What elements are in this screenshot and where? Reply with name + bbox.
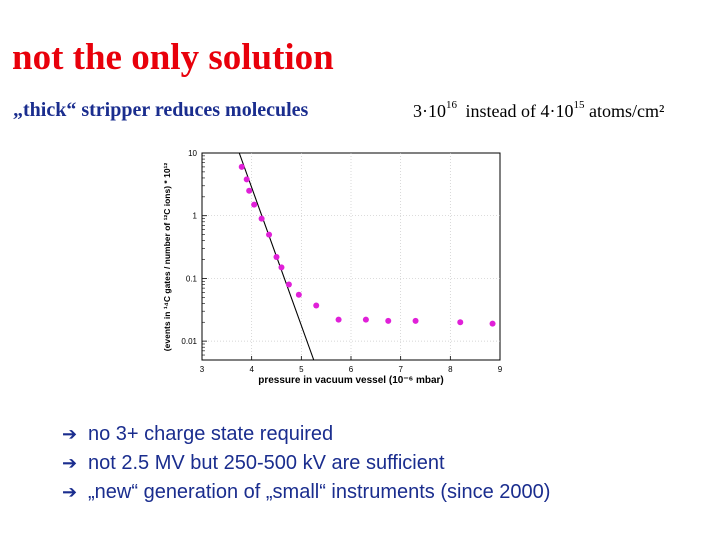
data-point xyxy=(258,215,265,222)
data-point xyxy=(489,320,496,327)
bullet-item: ➔ not 2.5 MV but 250-500 kV are sufficien… xyxy=(62,449,550,478)
bullet-text: no 3+ charge state required xyxy=(88,423,334,445)
slide-subtitle: „thick“ stripper reduces molecules xyxy=(13,99,309,121)
x-tick-label: 8 xyxy=(448,365,453,374)
data-point xyxy=(278,264,285,271)
data-point xyxy=(313,302,320,309)
y-axis-label: (events in ¹⁴C gates / number of ¹²C ion… xyxy=(162,163,172,352)
y-tick-label: 1 xyxy=(193,212,198,221)
data-point xyxy=(266,231,273,238)
x-tick-label: 3 xyxy=(200,365,205,374)
thickness-middle-text: instead of 4·10 xyxy=(465,101,574,121)
x-tick-label: 4 xyxy=(249,365,254,374)
x-tick-label: 6 xyxy=(349,365,354,374)
data-point xyxy=(246,187,253,194)
x-tick-label: 7 xyxy=(398,365,403,374)
data-point xyxy=(251,201,258,208)
bullet-item: ➔ „new“ generation of „small“ instruments… xyxy=(62,478,550,507)
thickness-unit: atoms/cm² xyxy=(588,101,665,121)
bullet-list: ➔ no 3+ charge state required ➔ not 2.5 MV… xyxy=(62,420,550,507)
background-vs-pressure-chart: 3 4 5 6 7 8 9 10 1 0.1 0.01 pressure in vacuum ves… xyxy=(162,149,503,386)
thickness-new-prefix: 3·10 xyxy=(413,101,446,121)
data-point xyxy=(412,317,419,324)
data-point xyxy=(335,316,342,323)
data-point xyxy=(273,253,280,260)
bullet-text: not 2.5 MV but 250-500 kV are sufficient xyxy=(88,452,445,474)
bullet-text: „new“ generation of „small“ instruments … xyxy=(88,481,551,503)
y-tick-label: 10 xyxy=(188,149,197,158)
data-point xyxy=(238,163,245,170)
arrow-right-icon: ➔ xyxy=(62,453,78,473)
data-point xyxy=(457,319,464,326)
data-point xyxy=(362,316,369,323)
arrow-right-icon: ➔ xyxy=(62,424,78,444)
stripper-thickness-note: 3·1016 instead of 4·1015 atoms/cm² xyxy=(413,99,665,122)
bullet-item: ➔ no 3+ charge state required xyxy=(62,420,550,449)
data-point xyxy=(295,291,302,298)
thickness-new-exponent: 16 xyxy=(446,99,457,111)
y-tick-label: 0.1 xyxy=(186,274,198,283)
arrow-right-icon: ➔ xyxy=(62,482,78,502)
slide-title: not the only solution xyxy=(12,37,334,78)
plot-area xyxy=(201,152,501,361)
thickness-old-exponent: 15 xyxy=(573,99,585,111)
data-point xyxy=(243,176,250,183)
x-tick-label: 9 xyxy=(498,365,503,374)
data-point xyxy=(285,281,292,288)
x-axis-label: pressure in vacuum vessel (10⁻⁶ mbar) xyxy=(258,375,444,386)
y-tick-label: 0.01 xyxy=(181,337,197,346)
data-point xyxy=(385,317,392,324)
x-tick-label: 5 xyxy=(299,365,304,374)
